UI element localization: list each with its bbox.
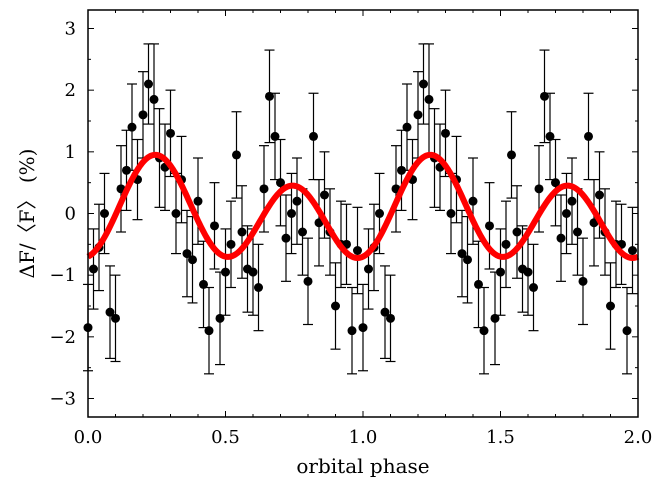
data-point xyxy=(474,279,483,289)
data-point xyxy=(122,165,131,175)
data-point xyxy=(490,313,500,323)
data-point xyxy=(105,307,115,317)
data-point xyxy=(237,227,247,237)
data-point xyxy=(111,313,120,323)
data-point xyxy=(380,307,390,317)
y-tick-label: 0 xyxy=(65,204,76,225)
data-point xyxy=(182,249,192,259)
data-point xyxy=(529,283,538,292)
data-point xyxy=(259,184,269,194)
data-point xyxy=(441,128,450,138)
data-point xyxy=(424,94,434,104)
data-point xyxy=(545,131,555,141)
data-point xyxy=(628,246,637,255)
y-tick-label: 1 xyxy=(65,142,76,163)
model-curve-layer xyxy=(86,151,640,262)
data-point xyxy=(265,91,274,101)
data-point xyxy=(397,165,406,175)
data-point xyxy=(276,178,285,188)
data-point xyxy=(193,196,203,206)
data-point xyxy=(375,209,384,218)
data-point xyxy=(479,326,489,336)
data-point xyxy=(507,150,516,160)
data-point xyxy=(298,227,307,237)
data-point xyxy=(138,110,148,120)
data-point xyxy=(204,326,214,336)
data-point xyxy=(567,196,577,206)
data-point xyxy=(166,128,175,138)
x-axis-label: orbital phase xyxy=(296,454,429,478)
data-point xyxy=(534,184,544,194)
data-point xyxy=(551,178,560,188)
y-tick-label: 2 xyxy=(65,80,76,101)
data-point xyxy=(248,267,258,277)
x-tick-label: 0.0 xyxy=(74,427,103,448)
data-point xyxy=(287,209,296,218)
data-point xyxy=(270,131,280,141)
data-point xyxy=(595,190,604,200)
x-axis-ticks: 0.0 0.5 1.0 1.5 2.0 xyxy=(74,10,653,448)
data-point xyxy=(556,233,566,243)
data-point xyxy=(292,196,302,206)
data-point xyxy=(320,190,329,200)
data-point xyxy=(188,255,197,265)
data-point xyxy=(523,267,533,277)
data-point xyxy=(347,326,357,336)
data-point xyxy=(584,131,593,141)
data-point xyxy=(463,255,472,265)
model-curve xyxy=(86,151,640,262)
x-tick-label: 1.0 xyxy=(349,427,378,448)
data-point xyxy=(281,233,291,243)
y-axis-label: ΔF/〈F〉 (%) xyxy=(15,149,39,279)
data-point xyxy=(303,276,313,286)
data-point xyxy=(171,209,181,218)
data-point xyxy=(353,246,362,255)
data-point xyxy=(402,122,412,132)
y-tick-label: −3 xyxy=(49,389,76,410)
data-point xyxy=(144,79,153,89)
data-point xyxy=(578,276,588,286)
data-point xyxy=(309,131,318,141)
data-point xyxy=(501,239,511,249)
data-point xyxy=(622,326,632,336)
data-point xyxy=(331,301,340,311)
data-point xyxy=(446,209,456,218)
data-point xyxy=(100,209,109,218)
data-point xyxy=(573,227,582,237)
data-point xyxy=(468,196,478,206)
data-point xyxy=(358,323,368,333)
data-point xyxy=(210,221,219,231)
y-tick-label: −1 xyxy=(49,265,76,286)
data-point xyxy=(215,313,225,323)
data-point xyxy=(606,301,615,311)
data-point xyxy=(540,91,549,101)
data-point xyxy=(496,267,505,277)
x-tick-label: 0.5 xyxy=(211,427,240,448)
data-point xyxy=(562,209,571,218)
data-point xyxy=(89,264,98,274)
x-tick-label: 2.0 xyxy=(624,427,653,448)
data-point xyxy=(413,110,423,120)
y-tick-label: −2 xyxy=(49,327,76,348)
data-point xyxy=(364,264,373,274)
x-tick-label: 1.5 xyxy=(486,427,515,448)
data-point xyxy=(386,313,395,323)
data-point xyxy=(254,283,263,292)
data-point xyxy=(149,94,159,104)
data-point xyxy=(127,122,137,132)
data-point xyxy=(485,221,494,231)
data-point xyxy=(419,79,428,89)
data-point xyxy=(232,150,241,160)
data-point xyxy=(221,267,230,277)
data-point xyxy=(457,249,467,259)
data-point xyxy=(512,227,522,237)
y-tick-label: 3 xyxy=(65,19,76,40)
y-axis-ticks: −3 −2 −1 0 1 2 3 xyxy=(49,19,638,410)
data-point xyxy=(199,279,208,289)
data-point xyxy=(226,239,236,249)
